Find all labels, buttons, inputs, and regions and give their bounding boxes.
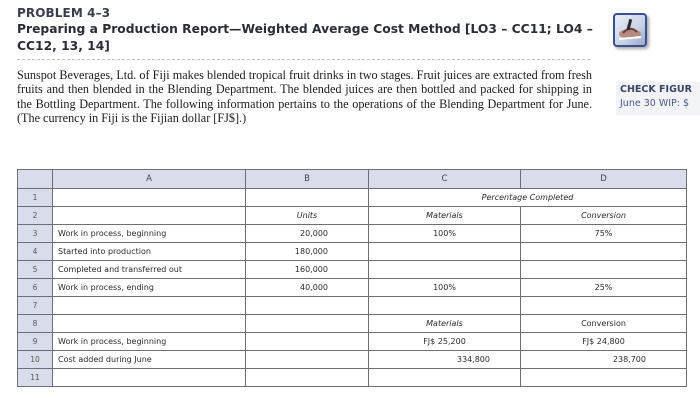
column-header-b: B [245, 169, 369, 189]
row-number: 2 [17, 206, 53, 225]
cell-b6: 40,000 [245, 278, 369, 297]
column-header-d: D [520, 169, 687, 189]
table-row: 4 Started into production 180,000 [17, 242, 687, 261]
cell-a7 [52, 296, 246, 315]
cell-c6: 100% [368, 278, 521, 297]
table-row: 7 [17, 296, 687, 315]
cell-d11 [520, 368, 687, 387]
cell-c7 [368, 296, 521, 315]
table-row: 1 Percentage Completed [17, 188, 687, 207]
cell-b1 [245, 188, 369, 207]
cell-d8: Conversion [520, 314, 687, 333]
cell-a11 [52, 368, 246, 387]
cell-a9: Work in process, beginning [52, 332, 246, 351]
table-row: 5 Completed and transferred out 160,000 [17, 260, 687, 279]
row-number: 10 [17, 350, 53, 369]
column-header-c: C [368, 169, 521, 189]
cell-c4 [368, 242, 521, 261]
table-row: 3 Work in process, beginning 20,000 100%… [17, 224, 687, 243]
cell-d9: FJ$ 24,800 [520, 332, 687, 351]
cell-b8 [245, 314, 369, 333]
column-header-a: A [52, 169, 246, 189]
row-number: 7 [17, 296, 53, 315]
cell-b11 [245, 368, 369, 387]
check-figure-box [616, 82, 700, 115]
cell-b3: 20,000 [245, 224, 369, 243]
cell-c2: Materials [368, 206, 521, 225]
problem-title: Preparing a Production Report—Weighted A… [17, 22, 593, 53]
row-number: 6 [17, 278, 53, 297]
cell-c3: 100% [368, 224, 521, 243]
column-header-row: A B C D [17, 169, 687, 189]
spreadsheet-icon [613, 13, 647, 47]
corner-cell [17, 169, 53, 189]
cell-b7 [245, 296, 369, 315]
cell-d5 [520, 260, 687, 279]
cell-c9: FJ$ 25,200 [368, 332, 521, 351]
row-number: 8 [17, 314, 53, 333]
row-number: 5 [17, 260, 53, 279]
cell-d3: 75% [520, 224, 687, 243]
cell-a1 [52, 188, 246, 207]
check-figure-text: June 30 WIP: $ [620, 98, 690, 109]
cell-d4 [520, 242, 687, 261]
cell-b10 [245, 350, 369, 369]
cell-a5: Completed and transferred out [52, 260, 246, 279]
cell-c10: 334,800 [368, 350, 521, 369]
problem-label: PROBLEM 4–3 [17, 6, 111, 20]
cell-c8: Materials [368, 314, 521, 333]
table-row: 6 Work in process, ending 40,000 100% 25… [17, 278, 687, 297]
divider [17, 59, 590, 61]
cell-a4: Started into production [52, 242, 246, 261]
cell-a10: Cost added during June [52, 350, 246, 369]
cell-d10: 238,700 [520, 350, 687, 369]
spreadsheet-table: A B C D 1 Percentage Completed 2 Units M… [17, 169, 687, 387]
cell-c11 [368, 368, 521, 387]
table-row: 11 [17, 368, 687, 387]
row-number: 11 [17, 368, 53, 387]
table-row: 8 Materials Conversion [17, 314, 687, 333]
cell-a2 [52, 206, 246, 225]
cell-b2: Units [245, 206, 369, 225]
cell-a3: Work in process, beginning [52, 224, 246, 243]
cell-b5: 160,000 [245, 260, 369, 279]
table-row: 2 Units Materials Conversion [17, 206, 687, 225]
row-number: 4 [17, 242, 53, 261]
row-number: 3 [17, 224, 53, 243]
cell-a8 [52, 314, 246, 333]
table-row: 10 Cost added during June 334,800 238,70… [17, 350, 687, 369]
problem-description: Sunspot Beverages, Ltd. of Fiji makes bl… [17, 68, 592, 125]
cell-b4: 180,000 [245, 242, 369, 261]
cell-a6: Work in process, ending [52, 278, 246, 297]
check-figure-title: CHECK FIGUR [620, 84, 692, 95]
cell-b9 [245, 332, 369, 351]
cell-d7 [520, 296, 687, 315]
row-number: 1 [17, 188, 53, 207]
row-number: 9 [17, 332, 53, 351]
cell-c5 [368, 260, 521, 279]
table-row: 9 Work in process, beginning FJ$ 25,200 … [17, 332, 687, 351]
cell-d2: Conversion [520, 206, 687, 225]
cell-cd1-percentage-completed: Percentage Completed [368, 188, 687, 207]
cell-d6: 25% [520, 278, 687, 297]
